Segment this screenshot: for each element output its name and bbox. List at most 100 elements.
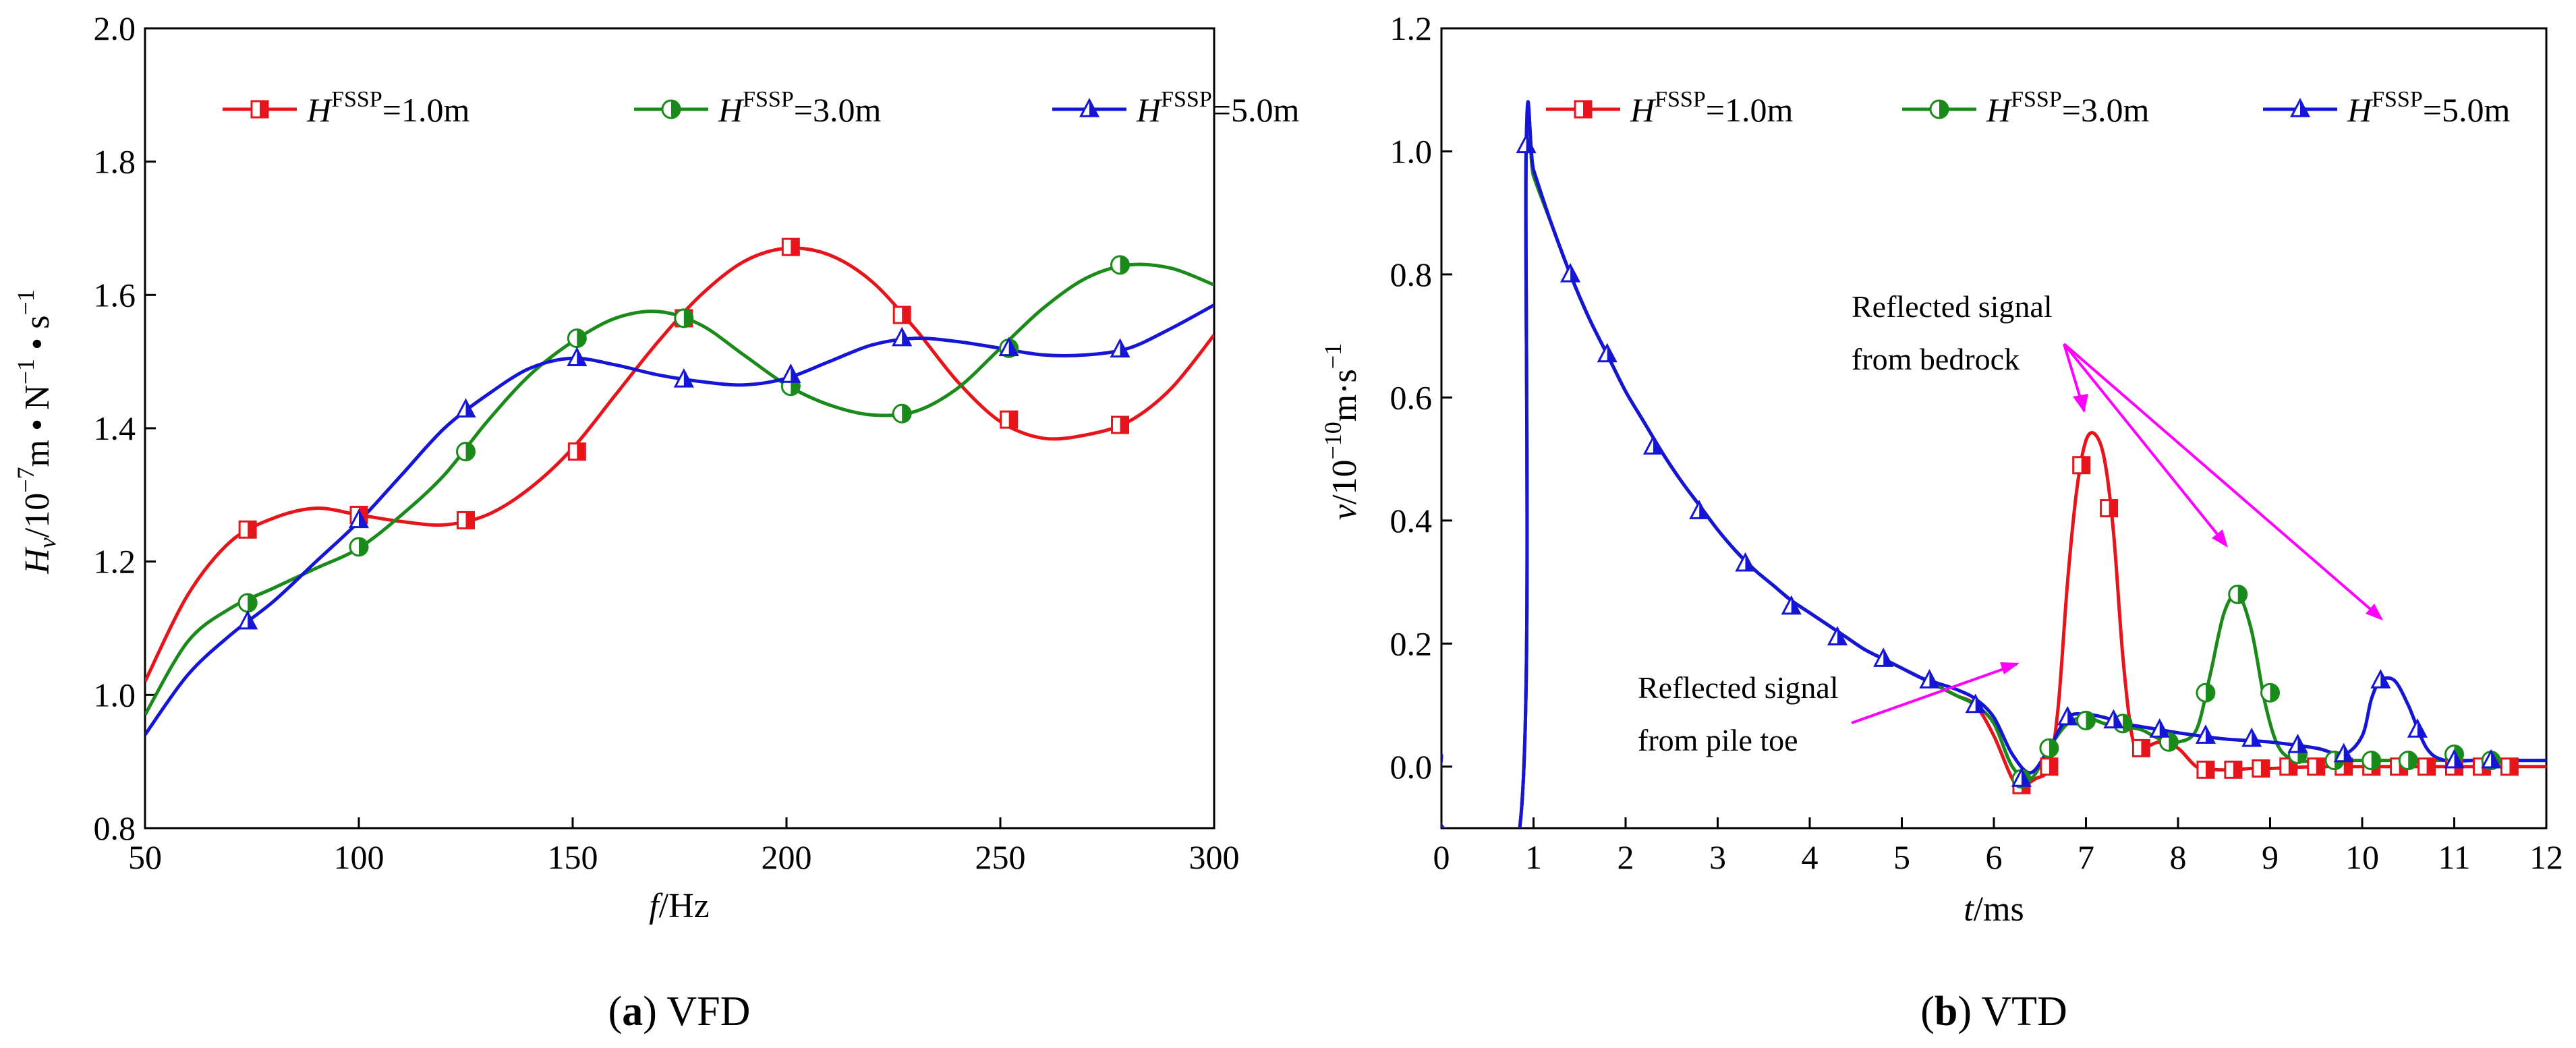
marker-a-1-6 — [892, 403, 912, 424]
y-tick-label-5: 1.8 — [94, 143, 136, 181]
marker-b-0-16 — [2500, 757, 2519, 776]
marker-a-0-2 — [457, 511, 475, 529]
annotation-arrow-3 — [2063, 343, 2382, 620]
marker-b-2-15 — [2195, 724, 2216, 744]
x-tick-label-10: 10 — [2345, 838, 2379, 876]
plot-frame-b — [1440, 27, 2548, 829]
caption-a: (a) VFD — [608, 989, 751, 1035]
y-tick-label-0: 0.0 — [1390, 748, 1433, 786]
legend-b: HFSSP=1.0m HFSSP=3.0m HFSSP=5.0m — [1546, 87, 2510, 129]
marker-a-1-4 — [674, 308, 694, 328]
y-tick-label-4: 0.8 — [1390, 256, 1433, 293]
legend-label-a-0: HFSSP=1.0m — [306, 87, 469, 129]
marker-b-2-13 — [2103, 709, 2124, 729]
y-tick-label-5: 1.0 — [1390, 132, 1433, 170]
x-tick-label-4: 250 — [975, 838, 1026, 876]
marker-b-0-9 — [2307, 757, 2326, 776]
marker-a-2-4 — [673, 368, 694, 388]
series-line-a-2 — [145, 303, 1214, 736]
y-tick-label-4: 1.6 — [94, 276, 136, 314]
markers-group-a — [237, 237, 1130, 630]
legend-label-b-2: HFSSP=5.0m — [2347, 87, 2510, 129]
marker-a-0-5 — [781, 237, 800, 256]
marker-b-2-18 — [2333, 743, 2354, 763]
marker-b-0-7 — [2252, 759, 2270, 778]
marker-b-2-19 — [2370, 669, 2391, 689]
marker-b-1-11 — [2398, 751, 2418, 771]
marker-b-1-2 — [2076, 710, 2096, 730]
marker-b-2-17 — [2287, 733, 2308, 753]
annotation-piletoe-line1: Reflected signal — [1638, 670, 1839, 705]
plot-frame-a — [144, 27, 1215, 829]
y-tick-label-2: 1.2 — [94, 543, 136, 581]
marker-b-2-3 — [1642, 435, 1664, 455]
annotation-bedrock-line2: from bedrock — [1852, 342, 2020, 376]
marker-b-2-9 — [1919, 669, 1940, 689]
x-tick-label-5: 5 — [1893, 838, 1910, 876]
marker-b-0-4 — [2131, 738, 2150, 757]
legend-marker-a-0 — [250, 100, 269, 119]
marker-b-0-13 — [2417, 757, 2436, 776]
annotation-arrowhead-3 — [2366, 604, 2383, 620]
marker-b-1-5 — [2196, 682, 2216, 703]
annotation-bedrock-line1: Reflected signal — [1852, 289, 2053, 324]
marker-a-1-8 — [1110, 255, 1130, 275]
y-tick-label-3: 1.4 — [94, 409, 136, 447]
marker-a-1-0 — [237, 593, 258, 613]
marker-b-2-14 — [2149, 718, 2170, 738]
y-tick-label-1: 1.0 — [94, 676, 136, 714]
series-line-b-2 — [1441, 100, 2546, 828]
legend-marker-b-1 — [1929, 99, 1949, 119]
marker-a-2-7 — [998, 337, 1019, 357]
chart-panel-vtd: 0.00.20.40.60.81.01.2 0 1 2 3 4 5 6 7 8 9 10 11 12 H… — [1319, 9, 2563, 1035]
x-tick-label-0: 50 — [128, 838, 162, 876]
x-tick-label-1: 1 — [1525, 838, 1542, 876]
marker-a-0-6 — [892, 305, 911, 324]
marker-b-1-6 — [2228, 584, 2248, 604]
x-tick-label-2: 150 — [548, 838, 598, 876]
marker-b-2-21 — [2444, 749, 2465, 769]
marker-a-2-1 — [348, 508, 370, 529]
series-group-b — [1441, 100, 2546, 828]
marker-b-2-22 — [2481, 749, 2502, 769]
marker-b-2-12 — [2057, 705, 2078, 726]
marker-b-0-6 — [2224, 760, 2243, 779]
annotation-pile-toe: Reflected signal from pile toe — [1638, 662, 2020, 757]
caption-b: (b) VTD — [1920, 989, 2067, 1035]
marker-b-2-5 — [1735, 552, 1756, 572]
series-line-a-0 — [145, 246, 1214, 682]
marker-b-2-8 — [1873, 647, 1894, 667]
marker-b-2-2 — [1597, 343, 1618, 363]
legend-label-a-2: HFSSP=5.0m — [1136, 87, 1299, 129]
legend-label-a-1: HFSSP=3.0m — [718, 87, 881, 129]
marker-a-0-8 — [1111, 415, 1130, 434]
x-tick-label-9: 9 — [2262, 838, 2279, 876]
x-tick-label-11: 11 — [2438, 838, 2470, 876]
marker-b-1-7 — [2260, 682, 2280, 703]
marker-b-1-4 — [2158, 732, 2179, 752]
annotation-arrowhead-2 — [2212, 529, 2228, 548]
y-tick-label-1: 0.2 — [1390, 624, 1433, 662]
marker-a-1-1 — [349, 537, 369, 557]
annotation-bedrock: Reflected signal from bedrock — [1852, 289, 2383, 620]
marker-b-2-4 — [1689, 500, 1710, 519]
y-tick-label-0: 0.8 — [94, 809, 136, 847]
y-tick-label-2: 0.4 — [1390, 502, 1433, 540]
markers-group-b — [1516, 134, 2519, 794]
legend-marker-b-0 — [1574, 100, 1593, 119]
y-tick-label-6: 2.0 — [94, 9, 136, 47]
annotation-arrow-4 — [1851, 663, 2017, 724]
x-axis-ticks-a: 50 100 150 200 250 300 — [128, 817, 1240, 876]
marker-a-2-2 — [455, 398, 476, 418]
x-axis-ticks-b: 0 1 2 3 4 5 6 7 8 9 10 11 12 — [1433, 817, 2563, 876]
x-axis-label-a: f/Hz — [649, 887, 710, 925]
x-tick-label-1: 100 — [334, 838, 384, 876]
marker-b-2-11 — [2011, 767, 2032, 787]
y-axis-ticks-a: 0.8 1.0 1.2 1.4 1.6 1.8 2.0 — [94, 9, 156, 847]
marker-a-0-0 — [238, 520, 257, 539]
legend-marker-a-1 — [661, 99, 681, 119]
y-tick-label-3: 0.6 — [1390, 378, 1433, 416]
marker-a-2-0 — [237, 610, 258, 630]
y-axis-label-b: v/10−10m·s−1 — [1319, 343, 1364, 520]
